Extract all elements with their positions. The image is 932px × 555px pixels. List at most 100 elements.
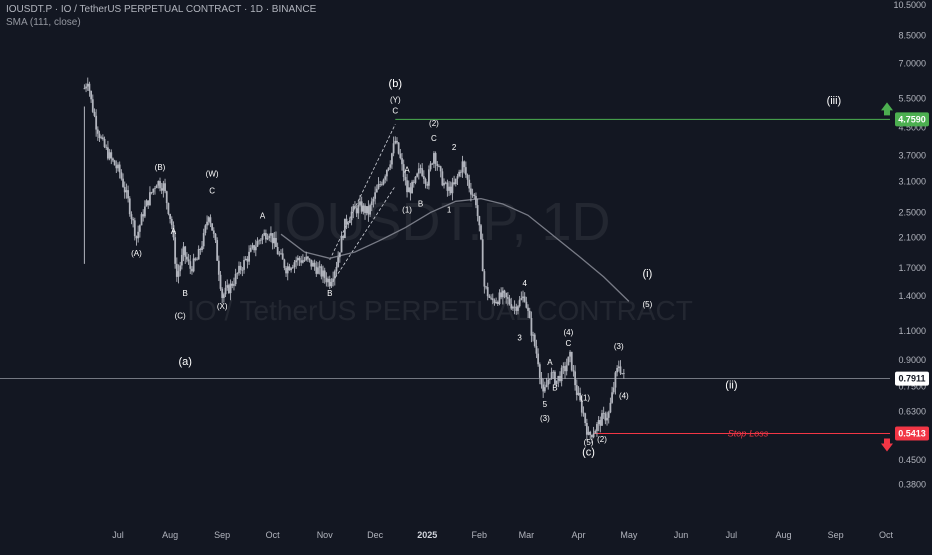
candle-body — [182, 246, 185, 255]
wave-label: (a) — [178, 356, 191, 368]
candle-body — [295, 260, 298, 263]
candle-body — [118, 164, 121, 173]
wave-label: C — [565, 339, 571, 348]
wave-label: C — [431, 134, 437, 143]
candle-body — [478, 216, 481, 226]
wave-label: C — [209, 186, 215, 195]
candle-body — [296, 257, 299, 261]
candle-body — [599, 420, 602, 426]
candle-body — [243, 259, 245, 270]
wave-label: (C) — [175, 311, 186, 320]
candle-body — [343, 218, 346, 239]
candle-body — [275, 237, 277, 247]
candle-body — [201, 246, 203, 251]
candle-body — [253, 245, 256, 251]
candle-body — [251, 245, 254, 248]
candle-body — [454, 178, 457, 185]
candle-body — [360, 201, 363, 212]
candle-body — [589, 431, 592, 435]
candle-body — [244, 258, 247, 260]
wave-label: (ii) — [725, 379, 737, 391]
candle-body — [401, 158, 403, 165]
wave-label: (4) — [563, 328, 573, 337]
y-tick-label: 0.6300 — [898, 407, 926, 417]
wave-labels-layer: (B) (A) A B (C) (W) C (X) A B (b) (Y) C (2) C 2 A (1) B 1 4 3… — [131, 78, 841, 458]
candle-body — [476, 205, 479, 217]
candle-body — [424, 178, 427, 184]
candle-body — [439, 166, 442, 172]
wave-label: (B) — [155, 163, 166, 172]
candle-body — [169, 213, 171, 220]
candle-body — [364, 205, 366, 214]
wave-label: B — [183, 289, 188, 298]
target-price-tag: 4.7590 — [898, 114, 926, 124]
candle-body — [606, 417, 608, 421]
candle-body — [438, 165, 440, 167]
candle-body — [194, 258, 197, 260]
x-tick-label: Feb — [472, 530, 488, 540]
candle-body — [130, 214, 133, 220]
candle-body — [261, 235, 264, 240]
candle-body — [120, 172, 123, 179]
wave-label: (1) — [402, 205, 412, 214]
y-tick-label: 0.4500 — [898, 455, 926, 465]
candle-body — [597, 420, 600, 425]
candle-body — [322, 270, 324, 277]
candle-body — [495, 302, 498, 304]
candle-body — [372, 198, 375, 202]
candle-body — [491, 298, 494, 301]
candle-body — [150, 192, 153, 194]
y-tick-label: 4.5000 — [898, 122, 926, 132]
candle-body — [342, 236, 345, 239]
indicator-legend[interactable]: SMA (111, close) — [6, 17, 81, 28]
candle-body — [621, 373, 624, 375]
candle-body — [101, 137, 104, 139]
candle-body — [291, 267, 294, 269]
wave-label: B — [552, 383, 557, 392]
candle-body — [557, 375, 560, 381]
wave-label: (5) — [642, 300, 652, 309]
wave-label: 2 — [452, 143, 457, 152]
candle-body — [222, 294, 225, 298]
y-tick-label: 2.5000 — [898, 207, 926, 217]
candle-body — [258, 240, 261, 242]
candle-body — [513, 306, 516, 308]
candle-body — [500, 292, 503, 298]
candle-body — [480, 225, 482, 240]
y-tick-label: 2.1000 — [898, 233, 926, 243]
candle-body — [138, 225, 141, 232]
candle-body — [394, 140, 397, 144]
candle-body — [313, 262, 316, 267]
y-tick-label: 10.5000 — [893, 0, 926, 10]
candle-body — [103, 138, 106, 147]
candle-body — [357, 204, 360, 214]
candle-body — [107, 147, 109, 159]
candle-body — [192, 258, 195, 272]
x-tick-label: 2025 — [417, 530, 437, 540]
candle-body — [369, 205, 371, 215]
candle-body — [374, 192, 377, 199]
candle-body — [187, 259, 190, 262]
candle-body — [510, 304, 513, 309]
candle-body — [278, 253, 281, 255]
wave-label: (Y) — [390, 95, 401, 104]
candle-body — [569, 351, 571, 357]
x-tick-label: Oct — [266, 530, 281, 540]
candle-body — [505, 292, 508, 298]
candle-body — [128, 198, 131, 215]
candle-body — [461, 161, 464, 173]
candle-body — [412, 181, 415, 183]
candle-body — [582, 412, 585, 414]
candle-body — [189, 261, 192, 269]
candle-body — [577, 392, 580, 396]
candle-body — [93, 111, 96, 116]
candle-body — [592, 433, 595, 438]
candle-body — [468, 179, 471, 189]
candle-body — [601, 413, 603, 426]
candle-body — [427, 169, 430, 186]
y-tick-label: 0.9000 — [898, 355, 926, 365]
wave-label: (5) — [584, 438, 594, 447]
candle-body — [501, 290, 504, 298]
